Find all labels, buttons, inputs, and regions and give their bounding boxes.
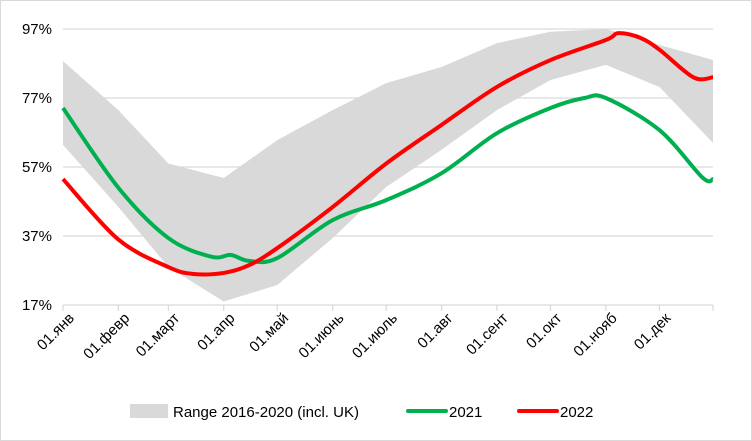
x-tick-label: 01.сент [463,310,512,359]
x-tick-label: 01.март [133,310,184,361]
y-tick-label: 17% [22,297,52,314]
y-tick-label: 77% [22,90,52,107]
series-lines [61,31,714,277]
y-tick-label: 37% [22,228,52,245]
y-axis: 97% 77% 57% 37% 17% [22,21,52,314]
y-tick-label: 57% [22,159,52,176]
range-band-area [63,29,713,302]
x-tick-label: 01.дек [631,310,675,354]
x-tick-label: 01.апр [194,310,238,354]
y-tick-label: 97% [22,21,52,38]
x-axis: 01.янв 01.февр 01.март 01.апр 01.май 01.июнь 0… [34,305,714,363]
legend-label-range: Range 2016-2020 (incl. UK) [173,404,359,421]
x-tick-label: 01.окт [523,310,565,352]
legend-label-2021: 2021 [449,404,482,421]
range-band [63,29,713,302]
x-tick-label: 01.нояб [570,310,620,360]
legend: Range 2016-2020 (incl. UK) 2021 2022 [130,404,593,421]
x-tick-label: 01.май [246,310,292,356]
x-tick-label: 01.янв [34,310,78,354]
x-tick-label: 01.июнь [295,310,347,362]
legend-swatch-range [130,404,168,418]
x-tick-label: 01.июль [349,310,401,362]
legend-label-2022: 2022 [560,404,593,421]
x-tick-label: 01.авг [414,309,457,352]
x-tick-label: 01.февр [80,310,133,363]
